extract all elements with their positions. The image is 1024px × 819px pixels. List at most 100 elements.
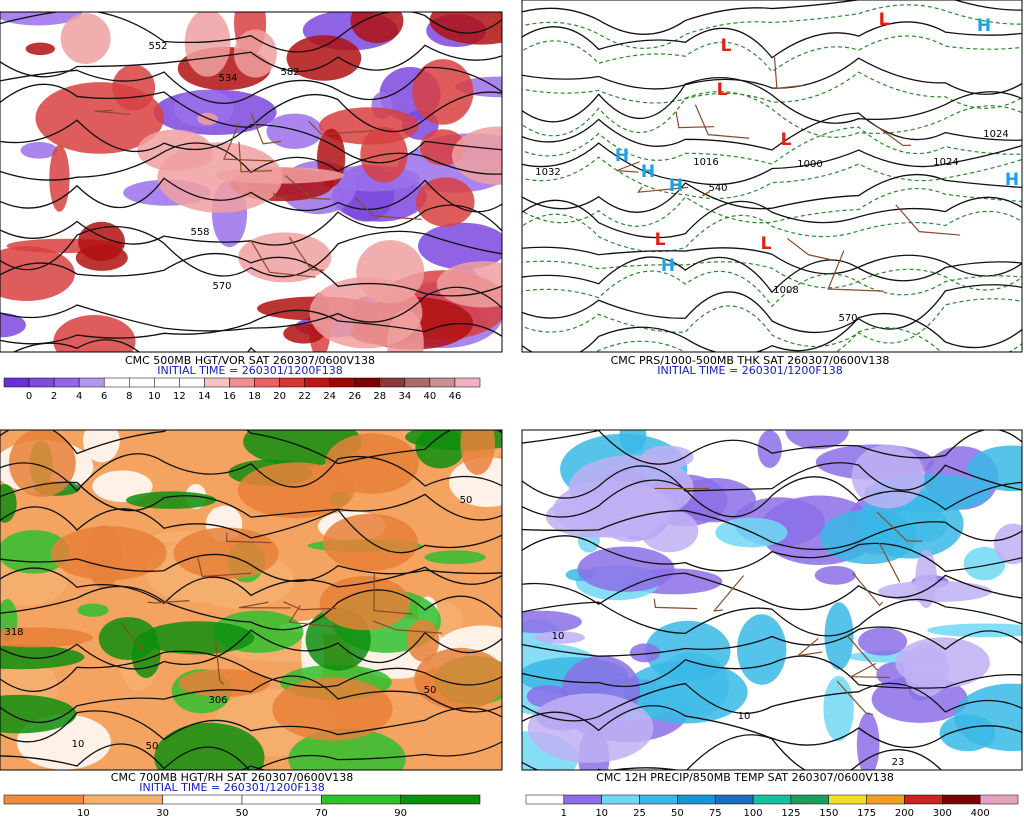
border-line bbox=[238, 601, 292, 609]
field-blob bbox=[283, 323, 325, 344]
field-blob bbox=[0, 530, 70, 574]
field-blob bbox=[424, 550, 486, 565]
contour bbox=[522, 572, 1022, 611]
contour-label: 540 bbox=[708, 183, 727, 194]
legend-label: 300 bbox=[933, 808, 952, 819]
thickness-contour bbox=[596, 326, 1022, 352]
border-line bbox=[852, 572, 884, 607]
contour bbox=[522, 142, 1022, 186]
field-blob bbox=[319, 576, 411, 631]
field-blob bbox=[927, 623, 1022, 638]
contour bbox=[522, 462, 1022, 499]
legend-swatch bbox=[714, 794, 754, 805]
map-area bbox=[522, 430, 1022, 770]
contour-label: 534 bbox=[218, 73, 237, 84]
legend-swatch bbox=[78, 377, 105, 388]
contour bbox=[522, 655, 1022, 689]
panel-caption: CMC 500MB HGT/VOR SAT 260307/0600V138 bbox=[125, 354, 375, 367]
border-line bbox=[372, 620, 442, 634]
map-area bbox=[0, 12, 502, 352]
legend-label: 2 bbox=[51, 391, 57, 402]
legend-swatch bbox=[304, 377, 330, 388]
pressure-center: L bbox=[781, 130, 792, 150]
field-blob bbox=[25, 42, 55, 56]
border-line bbox=[836, 680, 874, 716]
legend-label: 28 bbox=[373, 391, 386, 402]
field-blob bbox=[178, 669, 270, 697]
legend-label: 50 bbox=[236, 808, 249, 819]
contour-label: 318 bbox=[4, 627, 23, 638]
field-blob bbox=[0, 246, 75, 302]
pressure-center: H bbox=[615, 146, 629, 166]
field-blob bbox=[60, 13, 111, 64]
border-line bbox=[846, 634, 879, 671]
legend-swatch bbox=[254, 377, 280, 388]
thickness-contour bbox=[522, 188, 1022, 227]
border-line bbox=[636, 186, 689, 193]
contour bbox=[522, 57, 1022, 95]
contour bbox=[0, 309, 502, 345]
legend-label: 150 bbox=[819, 808, 838, 819]
field-blob bbox=[50, 526, 167, 581]
border-line bbox=[876, 511, 923, 542]
contour bbox=[522, 76, 1022, 124]
contour bbox=[522, 173, 1022, 213]
border-line bbox=[796, 637, 823, 657]
field-blob bbox=[963, 546, 1006, 581]
thickness-contour bbox=[522, 298, 1022, 348]
legend-label: 6 bbox=[101, 391, 107, 402]
contour-label: 50 bbox=[146, 741, 159, 752]
field-blob bbox=[309, 277, 423, 349]
legend-swatch bbox=[103, 377, 130, 388]
map-frame bbox=[0, 11, 503, 353]
legend-swatch bbox=[279, 377, 305, 388]
field-blob bbox=[0, 694, 77, 734]
border-line bbox=[878, 542, 901, 583]
legend-swatch bbox=[942, 794, 981, 805]
legend-swatch bbox=[329, 377, 355, 388]
legend-label: 46 bbox=[449, 391, 462, 402]
legend-swatch bbox=[979, 794, 1019, 805]
field-blob bbox=[954, 683, 1022, 752]
contour bbox=[522, 284, 1022, 334]
contour bbox=[522, 256, 1022, 294]
thickness-contour bbox=[522, 126, 1022, 165]
map-panel: 552 534 558 570 582 CMC 500MB HGT/VOR SAT 260… bbox=[0, 11, 503, 402]
legend-label: 8 bbox=[126, 391, 132, 402]
legend-swatch bbox=[525, 794, 565, 805]
legend-swatch bbox=[154, 377, 180, 388]
contour bbox=[0, 44, 502, 78]
border-line bbox=[272, 192, 291, 200]
contour bbox=[522, 598, 1022, 637]
contour bbox=[0, 741, 502, 770]
field-blob bbox=[233, 29, 277, 78]
pressure-center: H bbox=[977, 16, 991, 36]
legend-swatch bbox=[179, 377, 205, 388]
border-line bbox=[773, 55, 804, 89]
contour bbox=[522, 112, 1022, 151]
legend-swatch bbox=[639, 794, 678, 805]
thickness-contour bbox=[522, 71, 1022, 109]
contour bbox=[522, 476, 1022, 518]
legend-swatch bbox=[790, 794, 830, 805]
legend-label: 16 bbox=[223, 391, 236, 402]
legend-swatch bbox=[752, 794, 792, 805]
contour bbox=[597, 768, 604, 770]
field-blob bbox=[436, 261, 502, 308]
legend-swatch bbox=[429, 377, 456, 388]
border-line bbox=[238, 141, 273, 173]
field-blob bbox=[903, 643, 950, 697]
field-blob bbox=[967, 445, 1022, 492]
border-line bbox=[354, 196, 422, 220]
contour bbox=[240, 765, 267, 770]
pressure-center: L bbox=[879, 10, 890, 30]
contour-label: 1032 bbox=[535, 167, 560, 178]
contour bbox=[0, 83, 502, 133]
map-panel: 318 306 10 50 50 50 CMC 700MB HGT/RH SAT 26030… bbox=[0, 429, 503, 819]
field-blob bbox=[993, 523, 1022, 565]
pressure-center: H bbox=[641, 162, 655, 182]
legend-swatch bbox=[866, 794, 905, 805]
contour bbox=[0, 286, 502, 332]
legend-swatch bbox=[563, 794, 602, 805]
